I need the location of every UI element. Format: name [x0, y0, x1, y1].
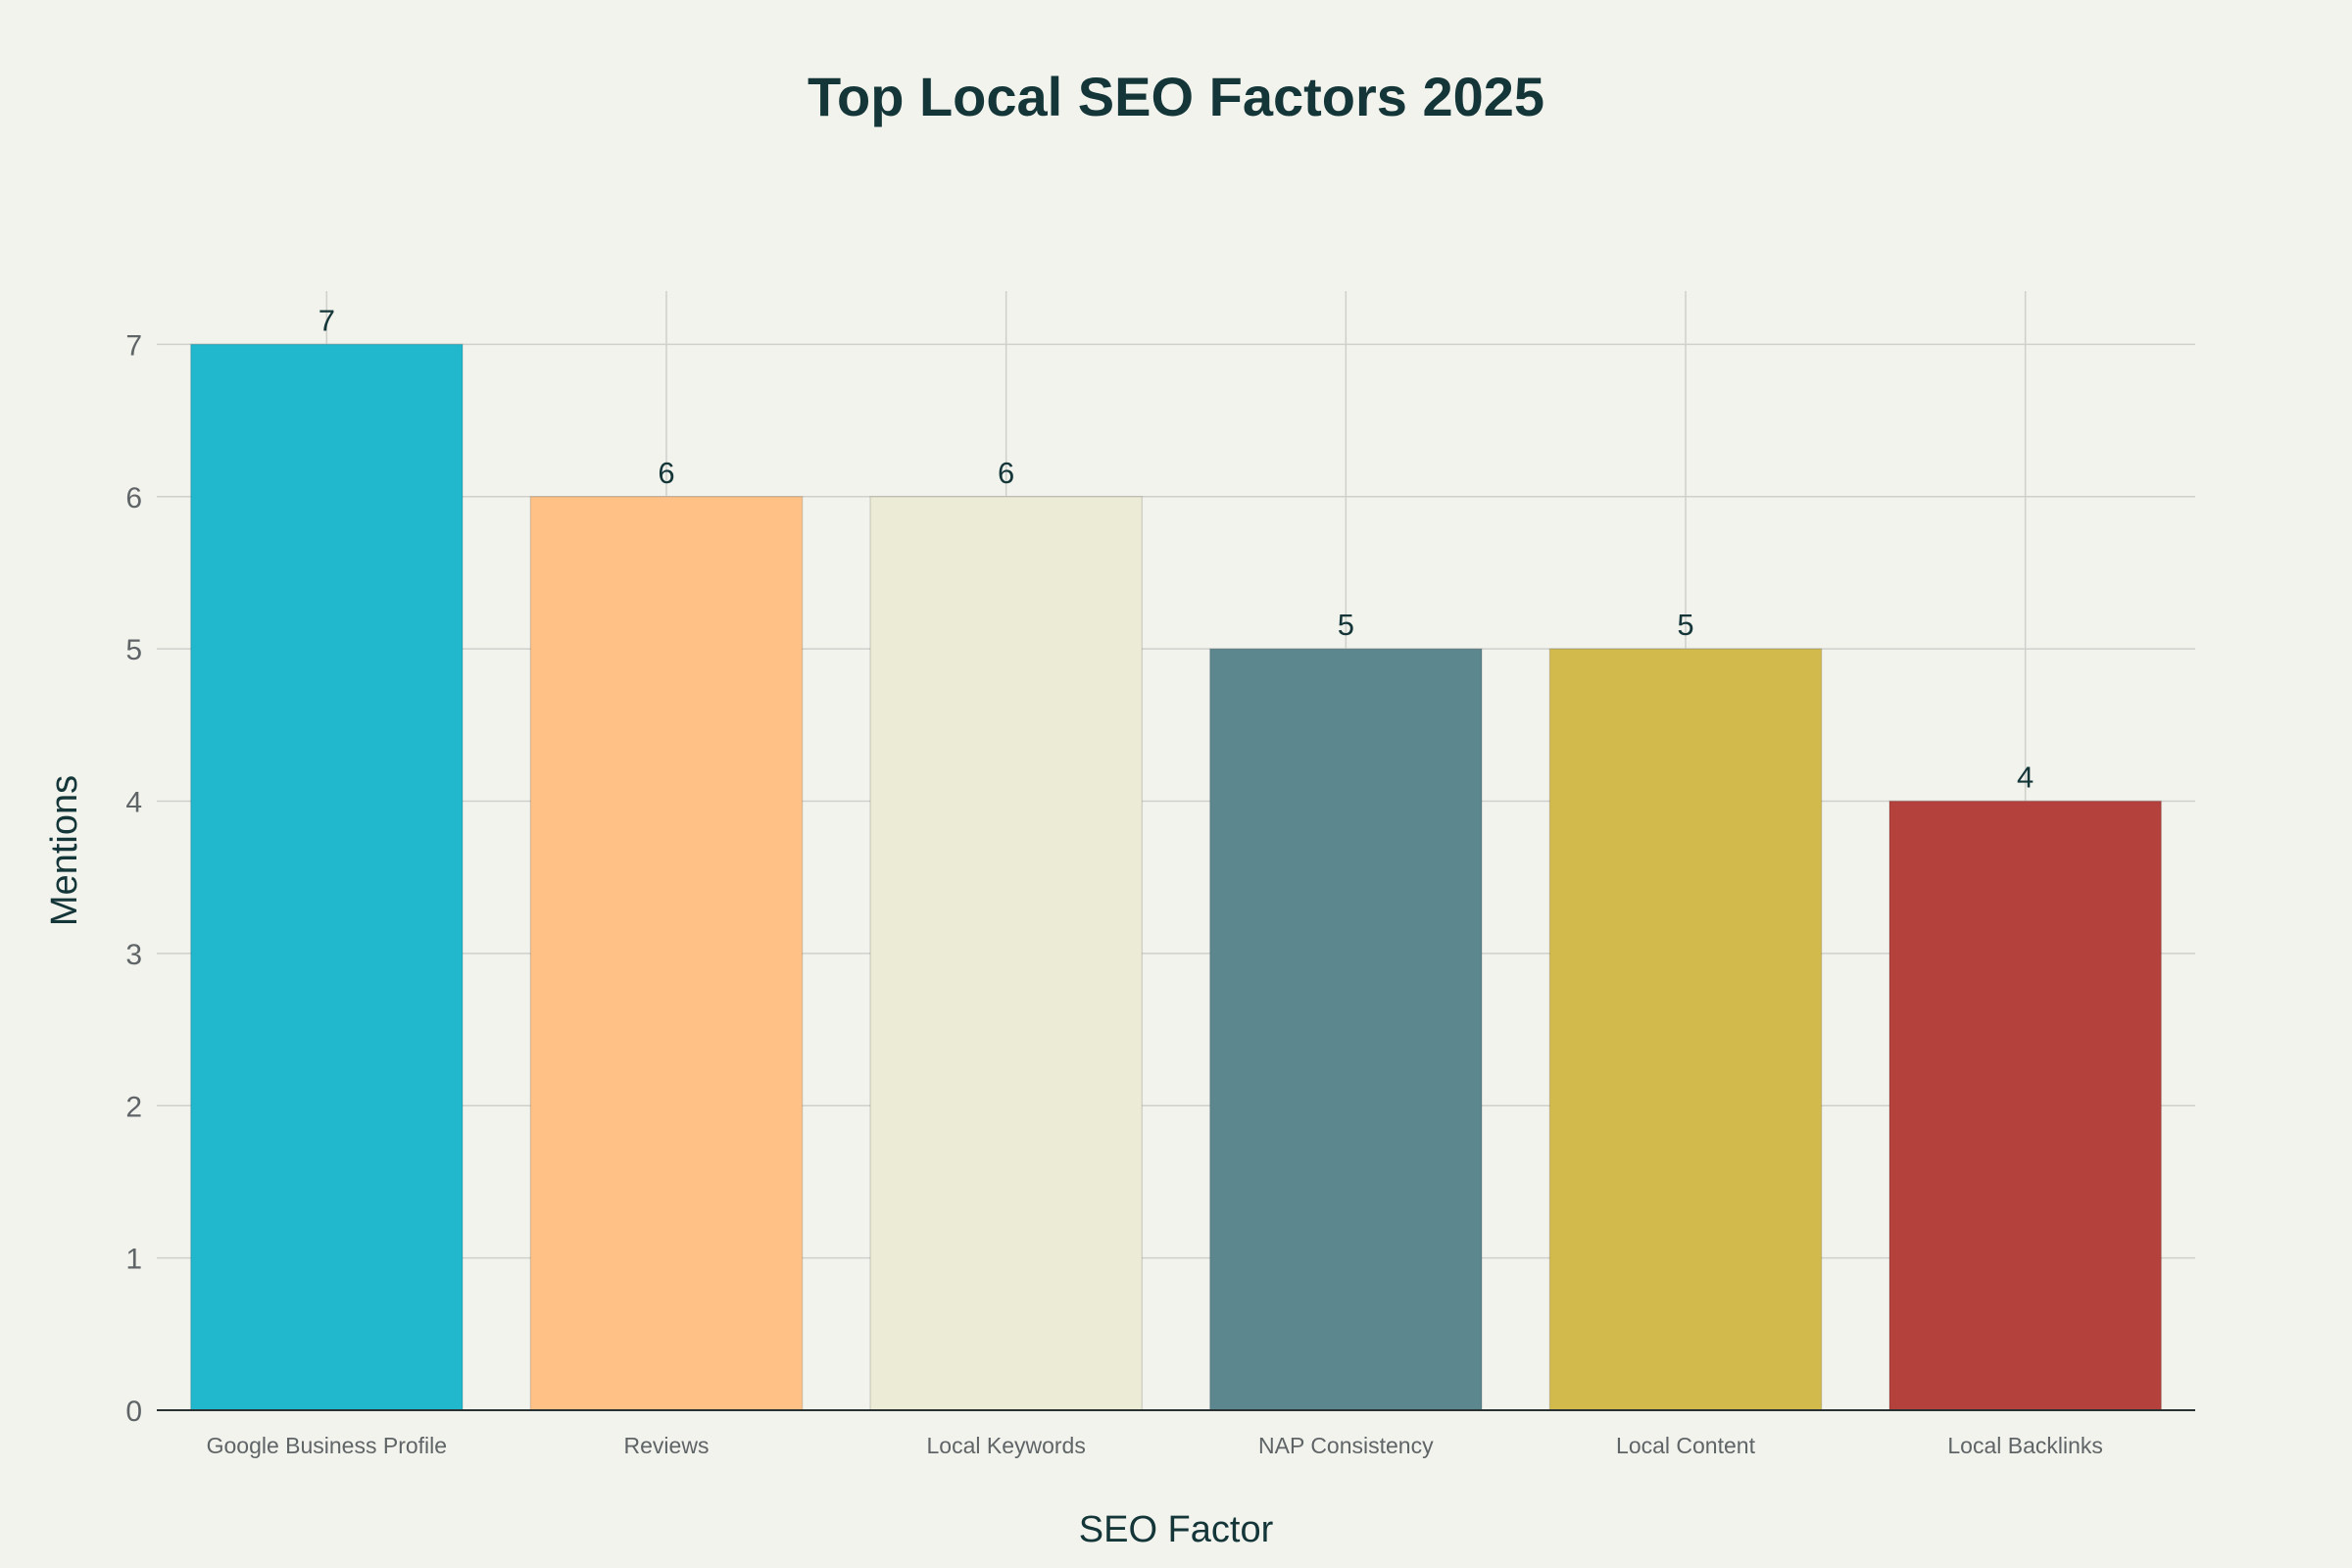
y-axis-ticks: 0 1 2 3 4 5 6 7: [125, 329, 142, 1428]
y-tick-label: 5: [125, 634, 142, 666]
y-tick-label: 7: [125, 329, 142, 362]
chart-title: Top Local SEO Factors 2025: [808, 66, 1544, 127]
bar-local-backlinks: [1888, 800, 2163, 1411]
y-tick-label: 0: [125, 1396, 142, 1428]
bar-google-business-profile: [189, 343, 464, 1411]
bar-local-keywords: [869, 496, 1144, 1411]
x-tick-label: Google Business Profile: [207, 1433, 447, 1458]
data-labels: 7 6 6 5 5 4: [318, 303, 2034, 794]
bar-local-content: [1548, 648, 1823, 1411]
y-tick-label: 1: [125, 1244, 142, 1276]
bars: [189, 343, 2163, 1411]
x-axis-title: SEO Factor: [1079, 1509, 1274, 1550]
bar-value-label: 6: [658, 456, 674, 490]
bar-reviews: [529, 496, 804, 1411]
x-axis-ticks: Google Business Profile Reviews Local Keyw…: [207, 1433, 2103, 1458]
x-tick-label: Local Content: [1616, 1433, 1756, 1458]
x-tick-label: Reviews: [624, 1433, 710, 1458]
y-tick-label: 6: [125, 482, 142, 514]
bar-value-label: 5: [1677, 608, 1693, 642]
bar-nap-consistency: [1208, 648, 1483, 1411]
bar-value-label: 6: [998, 456, 1014, 490]
x-tick-label: Local Keywords: [926, 1433, 1085, 1458]
x-tick-label: NAP Consistency: [1258, 1433, 1434, 1458]
bar-value-label: 5: [1338, 608, 1354, 642]
y-axis-title: Mentions: [44, 775, 85, 926]
y-tick-label: 2: [125, 1091, 142, 1123]
y-tick-label: 3: [125, 939, 142, 971]
bar-value-label: 4: [2017, 760, 2034, 795]
x-tick-label: Local Backlinks: [1947, 1433, 2103, 1458]
y-tick-label: 4: [125, 787, 142, 819]
bar-value-label: 7: [318, 303, 335, 337]
